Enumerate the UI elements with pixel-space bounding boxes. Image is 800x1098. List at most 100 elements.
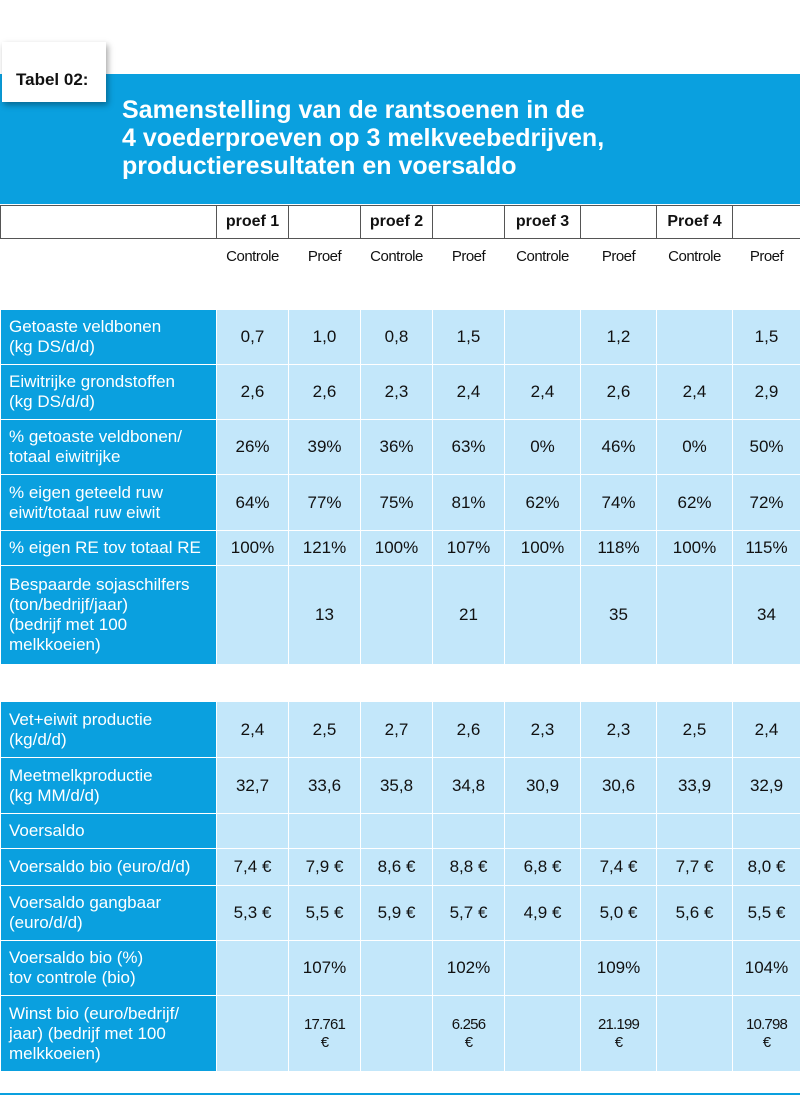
row-label: Vet+eiwit productie (kg/d/d)	[0, 701, 217, 758]
table-cell	[504, 940, 581, 996]
group-subheader: Proef	[580, 238, 657, 273]
table-cell: 0%	[504, 419, 581, 475]
group-subheader: Proef	[732, 238, 800, 273]
table-cell: 2,4	[432, 364, 505, 420]
table-cell: 1,2	[580, 309, 657, 365]
table-cell: 6,8 €	[504, 848, 581, 886]
row-label: Bespaarde sojaschilfers (ton/bedrijf/jaar…	[0, 565, 217, 665]
row-label: Voersaldo bio (%) tov controle (bio)	[0, 940, 217, 996]
table-cell: 30,6	[580, 757, 657, 814]
row-label: Meetmelkproductie (kg MM/d/d)	[0, 757, 217, 814]
table-cell: 0,8	[360, 309, 433, 365]
table-cell: 34	[732, 565, 800, 665]
table-cell: 1,5	[732, 309, 800, 365]
table-cell: 63%	[432, 419, 505, 475]
table-row: Getoaste veldbonen (kg DS/d/d) 0,7 1,0 0,8 1,…	[0, 309, 800, 365]
table-row: Voersaldo gangbaar (euro/d/d) 5,3 €5,5 €5,…	[0, 885, 800, 941]
table-cell: 107%	[288, 940, 361, 996]
bottom-rule	[0, 1093, 800, 1095]
table-cell: 0%	[656, 419, 733, 475]
table-cell: 8,0 €	[732, 848, 800, 886]
table-cell: 4,9 €	[504, 885, 581, 941]
table-cell: 39%	[288, 419, 361, 475]
table-cell: 2,9	[732, 364, 800, 420]
group-subheader: Proef	[288, 238, 361, 273]
table-title: Samenstelling van de rantsoenen in de 4 …	[122, 96, 782, 180]
proef-header: proef 1	[216, 205, 289, 239]
table-cell: 2,6	[216, 364, 289, 420]
table-cell: 5,5 €	[732, 885, 800, 941]
row-label-line: Eiwitrijke grondstoffen	[9, 372, 175, 391]
row-label-line: (kg/d/d)	[9, 729, 67, 749]
row-label-line: % eigen geteeld ruw	[9, 482, 164, 502]
row-label: Getoaste veldbonen (kg DS/d/d)	[0, 309, 217, 365]
table-cell: 21	[432, 565, 505, 665]
section-heading: Productie	[0, 664, 217, 702]
table-cell: 121%	[288, 530, 361, 566]
row-label: % getoaste veldbonen/totaal eiwitrijke	[0, 419, 217, 475]
table-cell: 46%	[580, 419, 657, 475]
table-cell: 109%	[580, 940, 657, 996]
section-spacer	[656, 273, 733, 310]
table-row: Voersaldo	[0, 813, 800, 849]
table-cell	[656, 940, 733, 996]
row-label-line: (kg DS/d/d)	[9, 337, 95, 356]
table-cell	[432, 813, 505, 849]
table-cell: 33,9	[656, 757, 733, 814]
table-cell	[504, 813, 581, 849]
table-row: Voersaldo bio (euro/d/d) 7,4 €7,9 €8,6 €8…	[0, 848, 800, 886]
row-label-line: Voersaldo bio (euro/d/d)	[9, 857, 191, 876]
table-cell	[360, 813, 433, 849]
table-cell: 5,3 €	[216, 885, 289, 941]
table-cell: 2,6	[580, 364, 657, 420]
table-cell: 2,5	[656, 701, 733, 758]
table-cell: 2,6	[288, 364, 361, 420]
table-cell: 10.798 €	[732, 995, 800, 1072]
row-label-line: (ton/bedrijf/jaar)	[9, 595, 129, 614]
proef-header: Proef 4	[656, 205, 733, 239]
table-row: Meetmelkproductie (kg MM/d/d) 32,7 33,6 35,8…	[0, 757, 800, 814]
table-cell	[656, 565, 733, 665]
table-row: Vet+eiwit productie (kg/d/d) 2,4 2,5 2,7 2,6 2…	[0, 701, 800, 758]
row-label: % eigen geteeld ruw eiwit/totaal ruw eiwi…	[0, 474, 217, 531]
table-cell: 62%	[656, 474, 733, 531]
row-label-line: Vet+eiwit productie	[9, 709, 153, 729]
table-cell: 102%	[432, 940, 505, 996]
table-cell: 5,7 €	[432, 885, 505, 941]
row-label: Voersaldo	[0, 813, 217, 849]
table-cell: 8,8 €	[432, 848, 505, 886]
proef-header	[580, 205, 657, 239]
title-line: 4 voederproeven op 3 melkveebedrijven,	[122, 124, 605, 152]
section-spacer	[504, 273, 581, 310]
section-spacer	[216, 664, 289, 702]
row-label-line: Voersaldo bio (%)	[9, 948, 144, 967]
row-label-line: Winst bio (euro/bedrijf/	[9, 1003, 180, 1023]
table-cell: 7,9 €	[288, 848, 361, 886]
row-label-line: (kg MM/d/d)	[9, 785, 100, 805]
table-cell: 2,4	[656, 364, 733, 420]
row-label: Winst bio (euro/bedrijf/jaar) (bedrijf m…	[0, 995, 217, 1072]
table-cell: 32,7	[216, 757, 289, 814]
table-cell: 2,3	[360, 364, 433, 420]
table-cell	[504, 309, 581, 365]
table-cell	[580, 813, 657, 849]
row-label-line: (kg DS/d/d)	[9, 392, 95, 411]
table-tag-label: Tabel 02:	[16, 70, 89, 89]
table-cell: 64%	[216, 474, 289, 531]
table-cell: 100%	[360, 530, 433, 566]
section-spacer	[360, 664, 433, 702]
row-label-line: Bespaarde sojaschilfers	[9, 575, 190, 594]
table-cell	[656, 309, 733, 365]
row-label-line: tov controle (bio)	[9, 968, 136, 987]
table-cell: 2,4	[216, 701, 289, 758]
section-heading: Rantsoen	[0, 273, 217, 310]
table-cell: 32,9	[732, 757, 800, 814]
table-cell: 74%	[580, 474, 657, 531]
table-cell: 2,4	[732, 701, 800, 758]
table-cell	[360, 565, 433, 665]
proef-header: proef 2	[360, 205, 433, 239]
table-cell	[216, 940, 289, 996]
row-label-line: eiwit/totaal ruw eiwit	[9, 502, 161, 522]
row-label-line: % getoaste veldbonen/	[9, 427, 182, 446]
proef-header	[288, 205, 361, 239]
